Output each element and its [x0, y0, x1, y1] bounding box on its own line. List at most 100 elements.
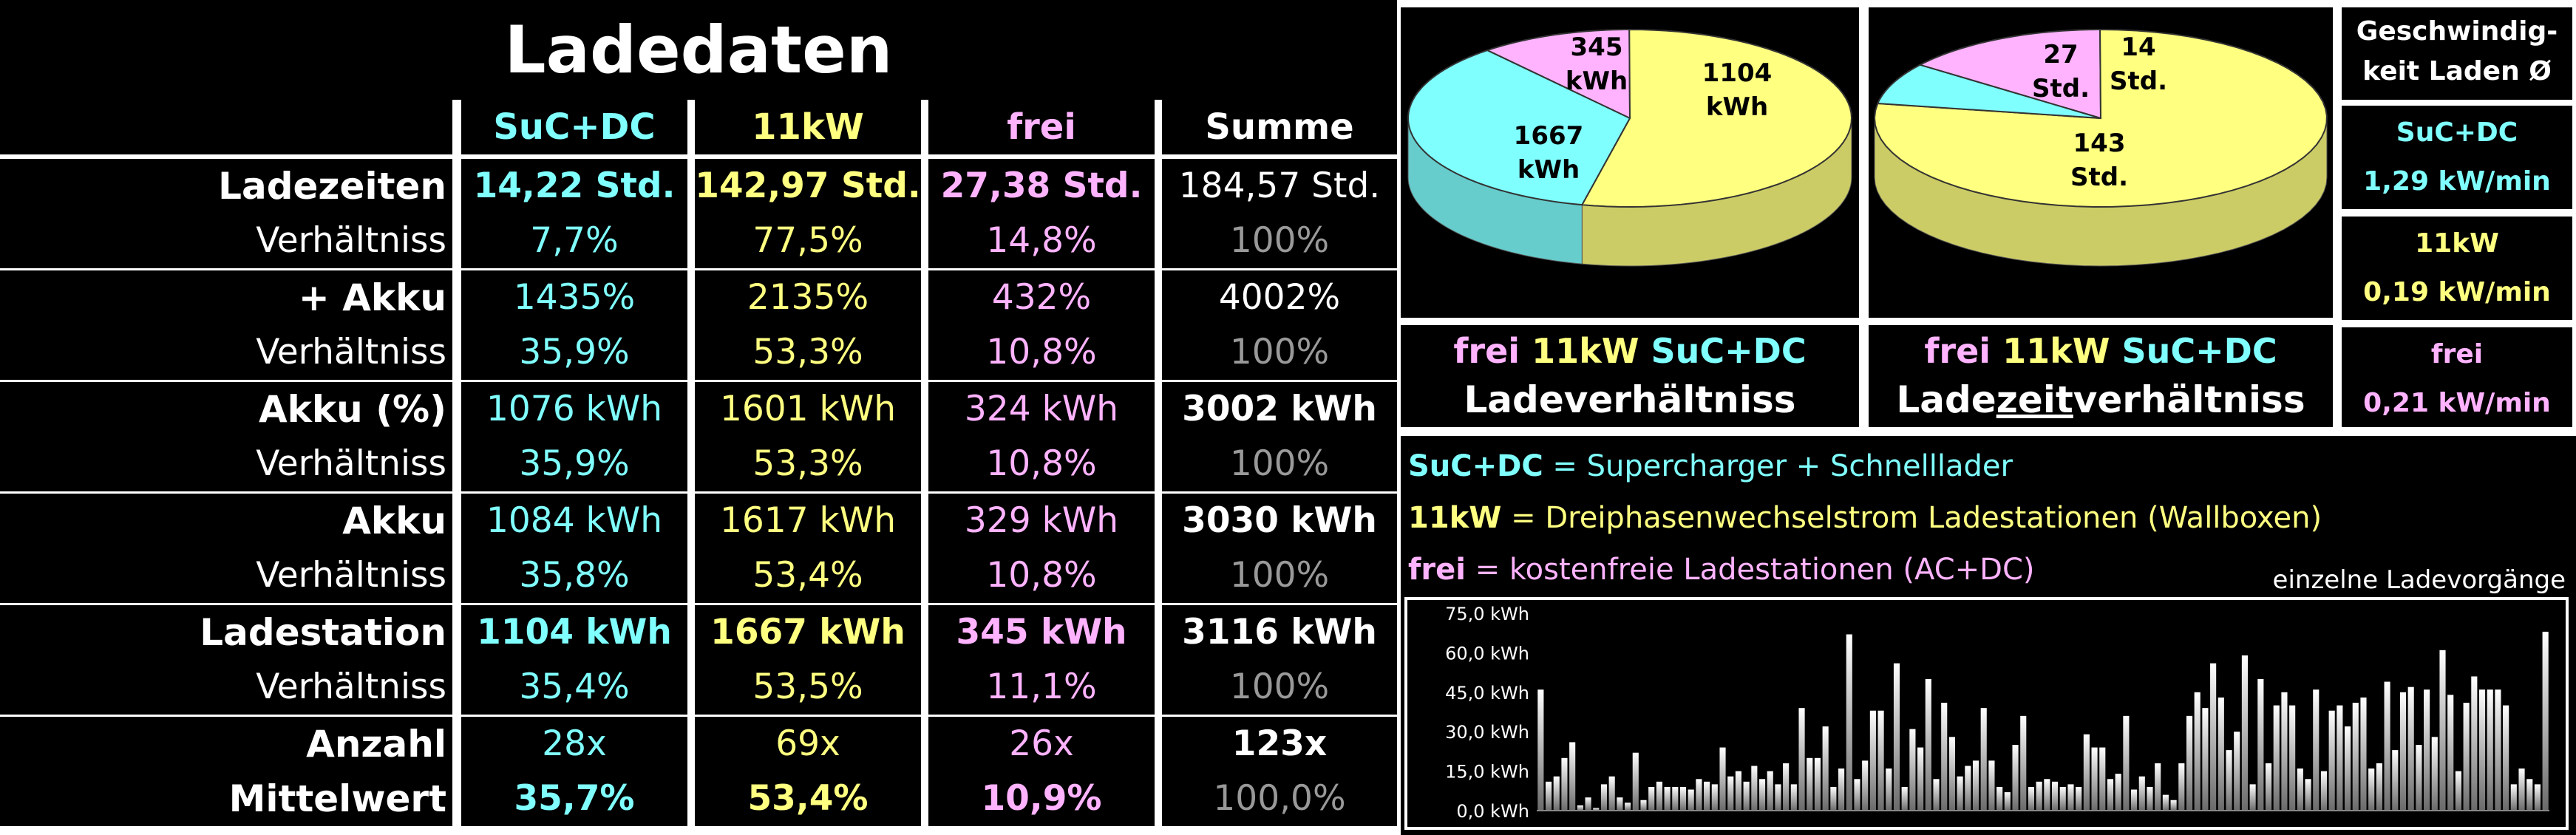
bar [2360, 697, 2367, 811]
bar [2352, 703, 2359, 811]
page-title: Ladedaten [504, 12, 893, 88]
cell-value: 100% [1229, 220, 1330, 261]
pie-label: Std. [2110, 67, 2167, 96]
bar [1600, 784, 1608, 811]
row-label: Anzahl [306, 723, 446, 766]
table-cell: 123x [1162, 717, 1397, 771]
cell-value: 142,97 Std. [695, 166, 921, 206]
bar [1758, 779, 1766, 811]
bar [2115, 774, 2121, 811]
cell-value: 1601 kWh [719, 389, 897, 429]
table-cell: 10,8% [928, 325, 1155, 380]
bar [1664, 786, 1671, 811]
table-cell: 100% [1162, 437, 1397, 491]
bar [1561, 757, 1568, 811]
cell-value: 69x [775, 723, 840, 764]
bar [1869, 710, 1876, 811]
bar-chart-ladevorgaenge: 75,0 kWh 60,0 kWh 45,0 kWh 30,0 kWh 15,0 kWh… [1445, 604, 2549, 822]
table-cell: 14,8% [928, 214, 1155, 268]
y-tick-label: 15,0 kWh [1445, 762, 1529, 783]
cell-value: 35,9% [519, 443, 630, 484]
bar [1727, 776, 1734, 811]
caption-title-pre: Lade [1896, 378, 1996, 421]
bar [2399, 692, 2407, 811]
table-cell: 1076 kWh [461, 382, 687, 437]
bar [1743, 781, 1750, 811]
bar [1553, 776, 1560, 811]
bar [1640, 800, 1647, 811]
bar [2439, 650, 2446, 811]
table-cell: 10,9% [928, 771, 1155, 826]
table-cell: 4002% [1162, 270, 1397, 325]
table-cell: 53,4% [695, 771, 921, 826]
bar [1862, 760, 1869, 811]
table-cell: 1617 kWh [695, 494, 921, 548]
bar [2241, 655, 2248, 811]
cell-value: 1104 kWh [477, 612, 672, 652]
table-cell: 324 kWh [928, 382, 1155, 437]
row-label-cell: Verhältniss [0, 325, 452, 380]
table-cell: 35,7% [461, 771, 687, 826]
bar [1838, 768, 1845, 811]
cell-value: 1076 kWh [486, 389, 663, 429]
legend-item-frei: frei = kostenfreie Ladestationen (AC+DC) [1408, 553, 2034, 587]
bar [2012, 745, 2019, 811]
cell-value: 35,8% [519, 555, 630, 596]
bar [2534, 784, 2541, 811]
bar [1577, 805, 1583, 811]
row-label: Ladezeiten [218, 165, 446, 208]
bar [2487, 689, 2493, 811]
table-cell: 142,97 Std. [695, 159, 921, 214]
bar [2067, 784, 2074, 811]
cell-value: 324 kWh [964, 389, 1119, 429]
title-bar [0, 0, 1397, 100]
row-label: Verhältniss [256, 443, 446, 484]
speed-label-frei: frei [2430, 339, 2484, 369]
bar [2518, 768, 2525, 811]
row-label: Verhältniss [256, 667, 446, 707]
bar [2345, 726, 2351, 811]
bar [2376, 763, 2382, 811]
speed-title-line2: keit Laden Ø [2362, 56, 2552, 86]
row-label-cell: Ladestation [0, 605, 452, 660]
pie-label: 14 [2121, 33, 2155, 62]
bar [2234, 732, 2240, 811]
bar [2431, 737, 2438, 811]
speed-label-11kw: 11kW [2415, 228, 2499, 259]
bar [2463, 703, 2470, 811]
bar [2257, 679, 2264, 811]
bar [2424, 689, 2430, 811]
bar [1767, 771, 1773, 811]
pie-chart-time: 27 Std. 143 Std. 14 Std. [1873, 28, 2328, 267]
bar [2249, 784, 2256, 811]
bar [1593, 808, 1600, 811]
cell-value: 100% [1229, 667, 1330, 707]
table-cell: 11,1% [928, 660, 1155, 715]
bar [2076, 786, 2082, 811]
pie-label: kWh [1706, 92, 1768, 122]
cell-value: 14,22 Std. [473, 166, 676, 206]
pie-slice-frei [1485, 28, 1631, 120]
bar [2178, 763, 2185, 811]
bar [1854, 779, 1860, 811]
column-header-frei: frei [928, 100, 1155, 154]
bar [1909, 729, 1916, 811]
bar [1980, 708, 1987, 811]
legend-item-suc: SuC+DC = Supercharger + Schnelllader [1408, 449, 2013, 483]
table-cell: 100% [1162, 214, 1397, 268]
y-tick-label: 60,0 kWh [1445, 643, 1529, 664]
cell-value: 27,38 Std. [940, 166, 1143, 206]
cell-value: 100% [1229, 332, 1330, 372]
table-cell: 432% [928, 270, 1155, 325]
bar [2297, 768, 2303, 811]
bar [2392, 750, 2399, 811]
table-cell: 1104 kWh [461, 605, 687, 660]
bar [1972, 760, 1979, 811]
bar [1798, 708, 1805, 811]
table-cell: 10,8% [928, 548, 1155, 603]
legend-key-11kw: 11kW [1408, 501, 1502, 535]
bar [2099, 747, 2106, 811]
bar [1965, 766, 1971, 811]
pie-label: Std. [2032, 74, 2090, 103]
bar [2028, 786, 2035, 811]
